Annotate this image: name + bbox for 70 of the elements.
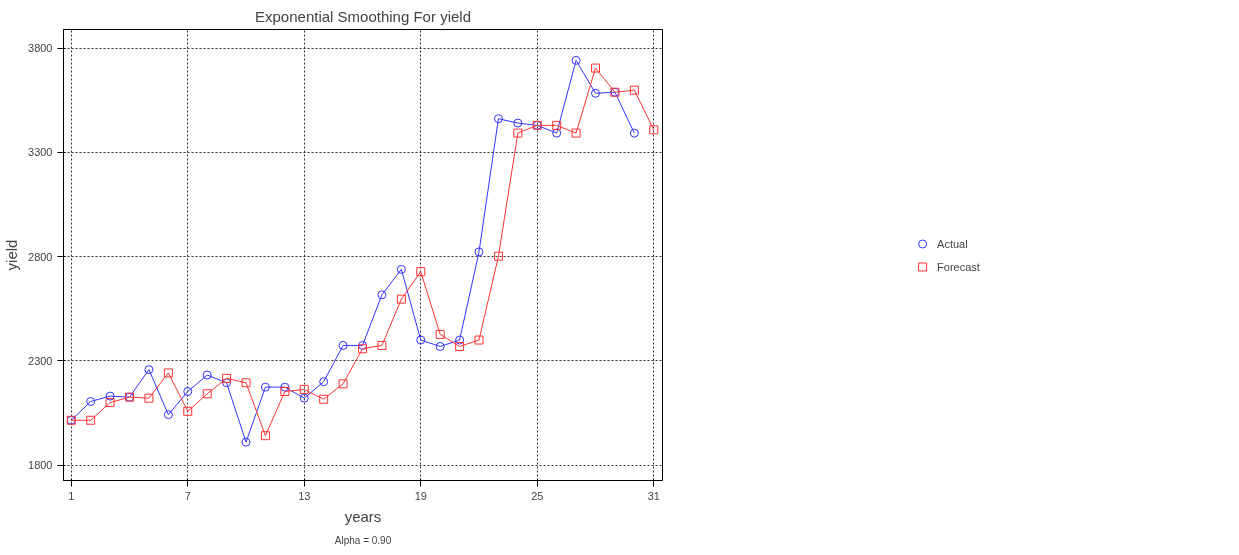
point <box>163 410 173 420</box>
point <box>163 368 173 378</box>
text: Alpha = 0.90 <box>334 534 392 546</box>
point <box>591 88 601 98</box>
point <box>183 387 193 396</box>
legend-label: Actual <box>937 237 968 249</box>
point <box>241 378 251 388</box>
point <box>455 335 465 345</box>
point <box>435 329 445 339</box>
point <box>86 397 96 406</box>
point <box>552 128 562 138</box>
y-tick-label: 3800 <box>28 42 53 55</box>
y-tick-label: 2800 <box>28 250 53 263</box>
point <box>358 340 368 350</box>
x-tick-label: 7 <box>184 489 191 502</box>
point <box>319 394 329 404</box>
point <box>222 373 232 383</box>
point <box>280 382 290 392</box>
point <box>319 377 329 387</box>
point <box>629 128 639 138</box>
point <box>474 247 484 257</box>
point <box>358 344 368 354</box>
point <box>241 437 251 447</box>
point <box>396 264 406 274</box>
y-tick-label: 1800 <box>28 459 53 472</box>
point <box>260 431 270 441</box>
point <box>260 382 270 392</box>
point <box>649 125 659 135</box>
point <box>202 389 212 399</box>
point <box>338 340 348 350</box>
point <box>144 365 154 375</box>
point <box>513 128 523 138</box>
point <box>396 294 406 304</box>
x-tick-label: 31 <box>647 489 660 502</box>
point <box>629 85 639 95</box>
point <box>571 55 581 65</box>
point <box>222 378 232 388</box>
x-tick-label: 1 <box>68 489 75 502</box>
point <box>105 391 115 401</box>
point <box>493 114 503 124</box>
y-tick-label: 2300 <box>28 354 53 367</box>
point <box>455 341 465 351</box>
point <box>435 342 445 351</box>
point <box>474 335 484 345</box>
x-tick-label: 13 <box>298 489 311 502</box>
point <box>416 267 426 277</box>
point <box>183 406 193 416</box>
x-tick-label: 25 <box>531 489 544 502</box>
point <box>377 290 387 300</box>
point <box>105 398 115 408</box>
legend-label: Forecast <box>937 260 980 272</box>
point <box>86 415 96 425</box>
point <box>591 63 601 73</box>
point <box>299 384 309 394</box>
chart-title: Exponential Smoothing For yield <box>255 7 471 25</box>
y-tick-label: 3300 <box>28 146 53 159</box>
point <box>338 379 348 389</box>
point <box>299 393 309 403</box>
x-axis-title: years <box>344 507 382 525</box>
point <box>416 335 426 345</box>
point <box>493 251 503 261</box>
point <box>552 120 562 130</box>
point <box>377 340 387 350</box>
point <box>280 387 290 397</box>
point <box>571 128 581 138</box>
point <box>202 370 212 380</box>
x-tick-label: 19 <box>414 489 427 502</box>
point <box>144 393 154 403</box>
y-axis-title: yield <box>3 239 21 271</box>
point <box>513 118 523 128</box>
